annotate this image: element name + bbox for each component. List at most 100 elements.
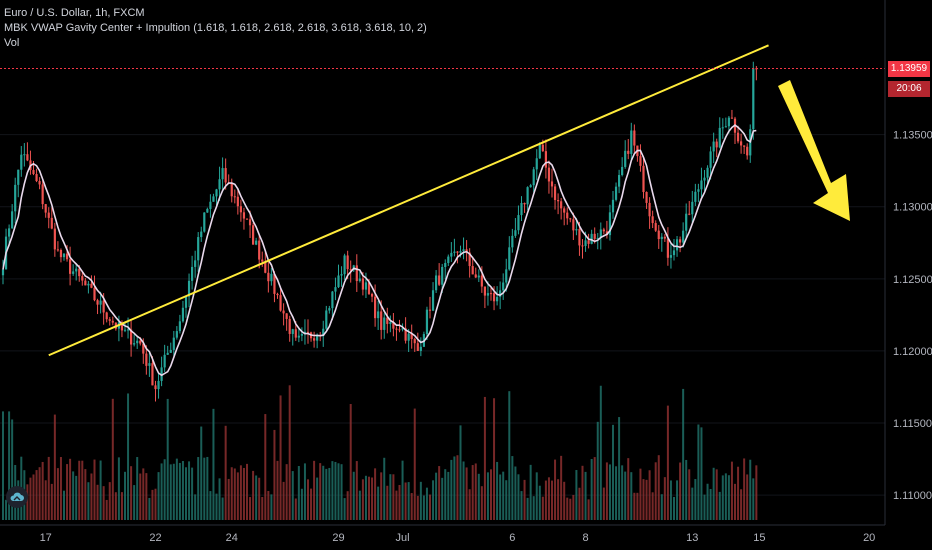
volume-bar — [270, 494, 273, 520]
candle-body — [660, 236, 663, 240]
candle-body — [367, 282, 371, 294]
candle-body — [575, 229, 578, 231]
candle-body — [581, 245, 584, 247]
candle-body — [261, 259, 264, 262]
volume-bar — [188, 461, 191, 520]
volume-bar — [425, 487, 428, 520]
candle-body — [264, 261, 267, 273]
volume-bar — [392, 474, 395, 520]
volume-bar — [694, 479, 697, 520]
volume-bar — [746, 474, 749, 520]
x-tick-label: 6 — [509, 532, 515, 544]
volume-bar — [581, 465, 584, 520]
volume-bar — [490, 469, 492, 520]
candle-body — [218, 179, 221, 190]
volume-bar — [343, 498, 346, 520]
volume-bar — [358, 490, 361, 520]
x-tick-label: 15 — [753, 532, 765, 544]
candle-body — [245, 218, 249, 220]
volume-bar — [569, 498, 572, 520]
volume-bar — [599, 385, 602, 520]
candle-body — [252, 225, 255, 245]
candle-body — [355, 265, 358, 282]
x-tick-label: 24 — [226, 532, 238, 544]
volume-bar — [514, 466, 517, 520]
volume-bar — [404, 482, 407, 520]
volume-bar — [538, 485, 541, 520]
candle-body — [499, 290, 502, 297]
indicator-title[interactable]: MBK VWAP Gavity Center + Impultion (1.61… — [4, 22, 427, 34]
volume-bar — [172, 463, 175, 520]
volume-bar — [133, 485, 136, 520]
candle-body — [206, 208, 209, 213]
candle-body — [715, 141, 718, 148]
volume-bar — [154, 488, 157, 520]
candle-body — [563, 208, 566, 213]
candle-body — [471, 266, 474, 275]
volume-bar — [401, 460, 404, 520]
candle-body — [459, 251, 462, 253]
candle-body — [752, 68, 755, 130]
candle-body — [221, 168, 224, 180]
volume-bar — [596, 421, 599, 520]
volume-bar — [554, 459, 557, 520]
volume-bar — [486, 472, 489, 520]
volume-bar — [337, 463, 340, 520]
candle-body — [151, 363, 154, 386]
volume-bar — [44, 480, 47, 520]
volume-bar — [575, 470, 578, 520]
candle-body — [523, 202, 526, 205]
candle-body — [99, 300, 102, 305]
volume-bar — [334, 461, 337, 520]
volume-title[interactable]: Vol — [4, 37, 20, 49]
volume-bar — [572, 494, 575, 520]
candle-body — [59, 249, 63, 258]
candle-body — [624, 150, 627, 167]
candle-body — [468, 252, 471, 267]
candle-body — [377, 311, 380, 319]
candle-body — [572, 219, 575, 231]
volume-bar — [727, 475, 730, 520]
volume-bar — [157, 472, 160, 520]
candle-body — [639, 156, 642, 166]
volume-bar — [563, 481, 566, 520]
volume-bar — [215, 493, 218, 520]
volume-bar — [2, 411, 4, 520]
candle-body — [276, 293, 279, 296]
tradingview-cloud-icon[interactable] — [6, 486, 28, 508]
candle-body — [496, 296, 499, 302]
volume-bar — [340, 464, 343, 520]
volume-bar — [700, 427, 703, 520]
volume-bar — [386, 485, 389, 520]
volume-bar — [715, 469, 718, 520]
volume-bar — [325, 468, 328, 520]
candle-body — [26, 154, 29, 161]
candle-body — [486, 293, 490, 296]
x-tick-label: 22 — [149, 532, 161, 544]
volume-bar — [282, 481, 285, 520]
candle-body — [75, 268, 78, 272]
candle-body — [398, 329, 401, 331]
candle-body — [419, 346, 422, 351]
candle-body — [502, 282, 505, 291]
volume-bar — [236, 472, 239, 520]
volume-bar — [505, 480, 508, 520]
y-tick-label: 1.12500 — [893, 274, 932, 286]
symbol-title[interactable]: Euro / U.S. Dollar, 1h, FXCM — [4, 7, 145, 19]
volume-bar — [673, 496, 675, 520]
candle-body — [483, 286, 486, 296]
volume-bar — [87, 482, 90, 520]
candle-body — [435, 275, 438, 291]
volume-bar — [279, 395, 282, 520]
candle-body — [136, 340, 139, 344]
volume-bar — [75, 475, 78, 520]
candle-body — [148, 363, 151, 366]
candle-body — [126, 329, 130, 331]
candle-body — [477, 275, 480, 278]
candle-body — [740, 141, 743, 146]
volume-bar — [218, 478, 221, 520]
candle-body — [407, 333, 410, 341]
volume-bar — [493, 398, 496, 520]
volume-bar — [249, 497, 252, 520]
